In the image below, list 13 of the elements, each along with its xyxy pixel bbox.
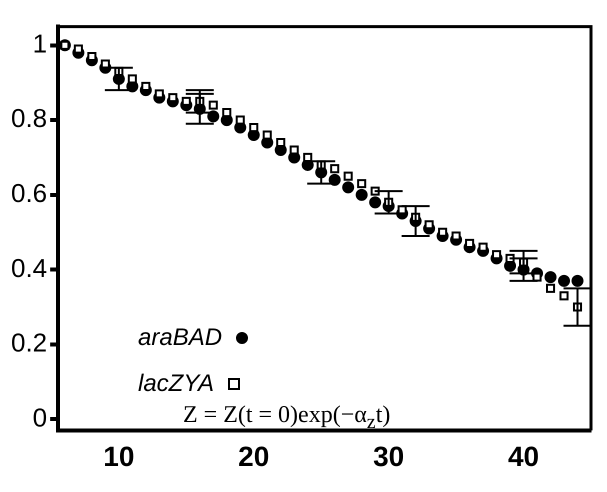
annotation: Z = Z(t = 0)exp(−α$_{z}$t) (183, 402, 390, 434)
legend-label: lacZYA (138, 370, 214, 398)
x-tick-label: 30 (373, 440, 404, 472)
y-tick-label: 0.6 (10, 178, 48, 208)
x-tick-label: 40 (508, 440, 540, 472)
x-tick-label: 10 (103, 440, 134, 472)
y-tick-label: 0.4 (10, 252, 48, 283)
y-tick-label: 0.2 (10, 328, 48, 358)
y-tick-label: 1 (32, 28, 48, 58)
x-tick-label: 20 (238, 440, 270, 472)
y-tick-label: 0 (32, 402, 48, 432)
y-tick-label: 0.8 (10, 103, 48, 134)
legend-label: araBAD (138, 324, 222, 352)
